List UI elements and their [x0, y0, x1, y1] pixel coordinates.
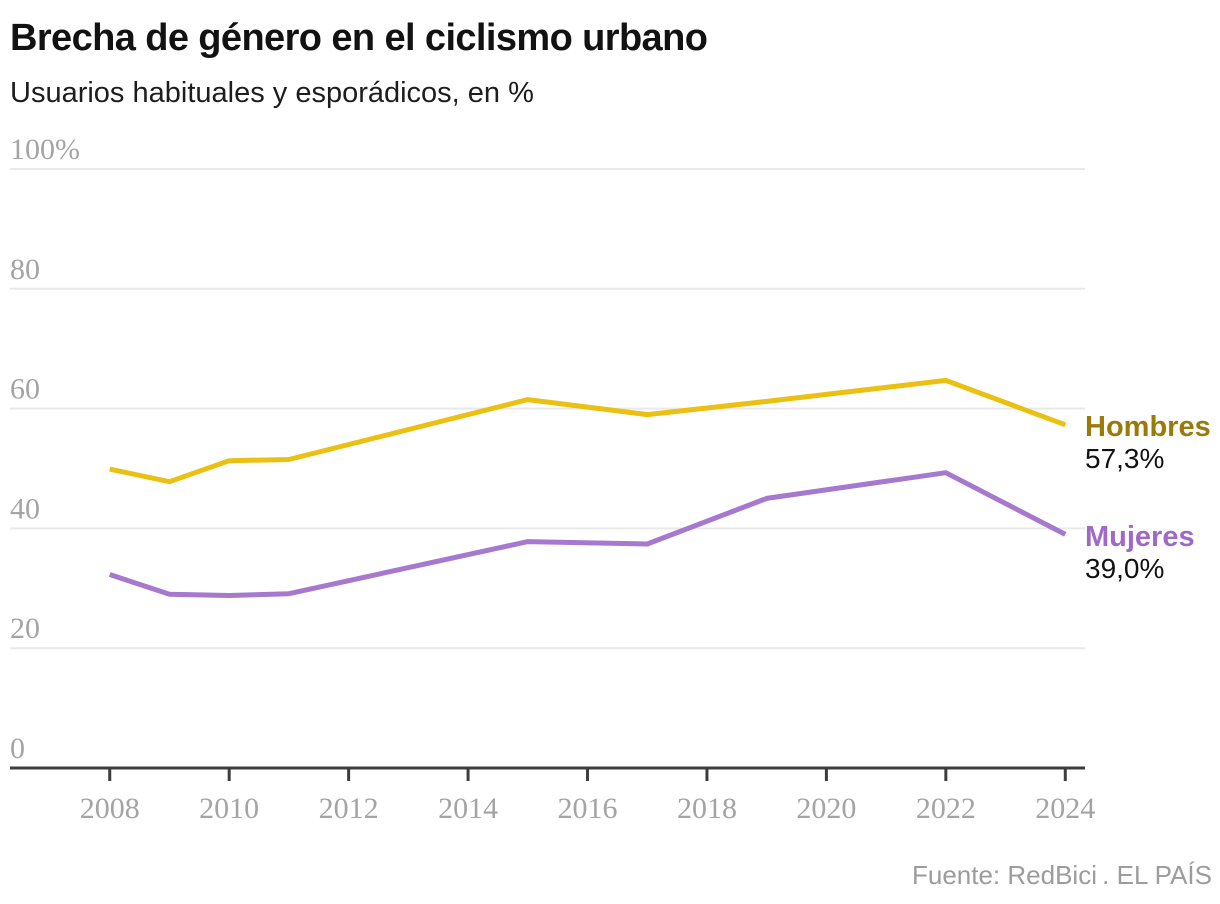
y-tick-label: 40	[10, 492, 40, 525]
series-line-mujeres	[108, 470, 1067, 598]
series-annotation-hombres: Hombres 57,3%	[1085, 411, 1220, 475]
x-tick-label: 2024	[1035, 792, 1095, 825]
series-label-mujeres: Mujeres	[1085, 521, 1195, 553]
x-tick-label: 2018	[677, 792, 737, 825]
y-tick-label: 0	[10, 732, 25, 765]
series-line-hombres	[109, 377, 1067, 485]
y-tick-label: 80	[10, 253, 40, 286]
series-end-value-hombres: 57,3%	[1085, 443, 1165, 474]
y-tick-label: 20	[10, 612, 40, 645]
series-end-value-mujeres: 39,0%	[1085, 553, 1165, 584]
x-tick-label: 2020	[796, 792, 856, 825]
x-tick-label: 2022	[916, 792, 976, 825]
chart-subtitle: Usuarios habituales y esporádicos, en %	[10, 77, 534, 109]
y-tick-label: 60	[10, 373, 40, 406]
x-tick-label: 2012	[319, 792, 379, 825]
series-label-hombres: Hombres	[1085, 411, 1211, 443]
source-credit: Fuente: RedBici . EL PAÍS	[911, 860, 1212, 890]
x-tick-label: 2016	[558, 792, 618, 825]
x-tick-label: 2010	[199, 792, 259, 825]
y-tick-label: 100%	[10, 133, 80, 166]
chart-title: Brecha de género en el ciclismo urbano	[10, 17, 708, 59]
series-annotation-mujeres: Mujeres 39,0%	[1085, 521, 1220, 585]
x-tick-label: 2014	[438, 792, 498, 825]
x-tick-label: 2008	[80, 792, 140, 825]
